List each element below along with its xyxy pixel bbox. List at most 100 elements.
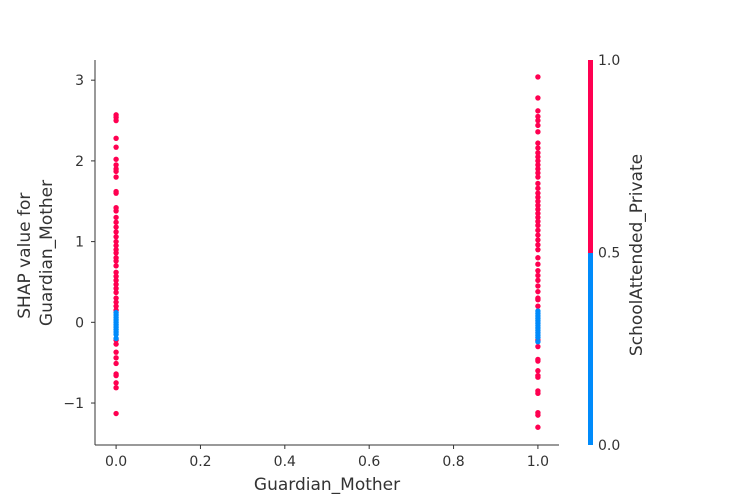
y-axis-label-line-2: Guardian_Mother bbox=[37, 180, 57, 326]
y-axis-label-line-1: SHAP value for bbox=[15, 193, 35, 319]
data-point bbox=[113, 285, 119, 292]
data-point bbox=[113, 135, 119, 141]
data-point bbox=[535, 338, 541, 345]
x-tick-label: 0.6 bbox=[358, 454, 380, 470]
y-ticks: −1 0 1 2 3 bbox=[63, 73, 95, 412]
data-point bbox=[535, 424, 541, 430]
data-point bbox=[113, 229, 119, 235]
y-tick-label: 1 bbox=[75, 235, 84, 251]
colorbar-tick-label: 0.0 bbox=[598, 438, 620, 454]
y-tick-label: 0 bbox=[75, 315, 84, 331]
y-axis-label: SHAP value for Guardian_Mother bbox=[15, 180, 57, 326]
data-point bbox=[113, 144, 119, 150]
data-point bbox=[535, 145, 541, 151]
data-point bbox=[535, 261, 541, 267]
data-point bbox=[535, 185, 541, 192]
data-point bbox=[113, 242, 119, 249]
data-point bbox=[535, 74, 541, 80]
data-point bbox=[113, 380, 119, 386]
colorbar: 0.0 0.5 1.0 SchoolAttended_Private bbox=[588, 53, 647, 454]
data-point bbox=[535, 334, 541, 341]
data-point bbox=[535, 246, 541, 253]
x-tick-label: 0.2 bbox=[189, 454, 211, 470]
data-point bbox=[113, 341, 119, 347]
data-point bbox=[535, 95, 541, 101]
data-point bbox=[535, 218, 541, 225]
data-point bbox=[535, 170, 541, 176]
data-point bbox=[113, 168, 119, 175]
data-point bbox=[535, 412, 541, 418]
data-point bbox=[535, 162, 541, 168]
data-point bbox=[535, 202, 541, 208]
data-point bbox=[535, 113, 541, 120]
colorbar-tick-label: 0.5 bbox=[598, 246, 620, 262]
data-point bbox=[535, 190, 541, 196]
data-point bbox=[535, 288, 541, 295]
y-tick-label: 3 bbox=[75, 73, 84, 89]
data-point bbox=[535, 343, 541, 350]
data-point bbox=[535, 140, 541, 146]
data-point bbox=[113, 263, 119, 269]
y-tick-label: 2 bbox=[75, 154, 84, 170]
data-point bbox=[535, 210, 541, 217]
data-point bbox=[113, 372, 119, 379]
data-point bbox=[113, 335, 119, 342]
data-point bbox=[535, 174, 541, 180]
data-point bbox=[535, 122, 541, 129]
data-point bbox=[113, 360, 119, 367]
data-point bbox=[113, 299, 119, 305]
data-point bbox=[113, 289, 119, 296]
colorbar-high-segment bbox=[588, 60, 593, 253]
data-point bbox=[535, 255, 541, 261]
data-point bbox=[113, 162, 119, 168]
data-point bbox=[113, 303, 119, 309]
data-point bbox=[535, 214, 541, 221]
data-point bbox=[113, 273, 119, 280]
data-point bbox=[113, 117, 119, 124]
x-tick-label: 0.8 bbox=[442, 454, 464, 470]
data-point bbox=[113, 349, 119, 355]
data-point bbox=[113, 277, 119, 284]
data-point bbox=[113, 214, 119, 221]
data-point bbox=[113, 250, 119, 256]
colorbar-tick-label: 1.0 bbox=[598, 53, 620, 69]
data-point bbox=[535, 237, 541, 243]
colorbar-label: SchoolAttended_Private bbox=[627, 154, 647, 356]
data-point bbox=[535, 297, 541, 303]
data-point bbox=[113, 410, 119, 417]
data-point bbox=[535, 222, 541, 229]
data-point bbox=[535, 358, 541, 364]
data-point bbox=[113, 234, 119, 240]
data-point bbox=[113, 384, 119, 391]
x-tick-label: 1.0 bbox=[527, 454, 549, 470]
data-point bbox=[113, 355, 119, 361]
data-point bbox=[535, 194, 541, 200]
data-point bbox=[535, 374, 541, 380]
axes bbox=[94, 60, 559, 446]
data-point bbox=[535, 166, 541, 172]
data-point bbox=[535, 158, 541, 164]
data-point bbox=[113, 331, 119, 338]
data-point bbox=[535, 272, 541, 279]
data-point bbox=[535, 154, 541, 160]
data-point bbox=[535, 206, 541, 213]
data-point bbox=[113, 238, 119, 245]
data-point bbox=[535, 117, 541, 124]
data-point bbox=[113, 295, 119, 301]
data-point bbox=[535, 267, 541, 274]
data-point bbox=[535, 227, 541, 234]
data-point bbox=[535, 232, 541, 238]
data-point bbox=[113, 258, 119, 264]
data-point bbox=[535, 150, 541, 156]
data-point bbox=[113, 156, 119, 162]
data-point bbox=[113, 208, 119, 214]
x-ticks: 0.0 0.2 0.4 0.6 0.8 1.0 bbox=[105, 445, 549, 470]
data-point bbox=[535, 390, 541, 397]
data-point bbox=[535, 108, 541, 114]
x-tick-label: 0.4 bbox=[274, 454, 296, 470]
data-point bbox=[113, 281, 119, 288]
x-axis-label: Guardian_Mother bbox=[254, 475, 400, 495]
data-point bbox=[535, 129, 541, 135]
data-point bbox=[535, 303, 541, 309]
